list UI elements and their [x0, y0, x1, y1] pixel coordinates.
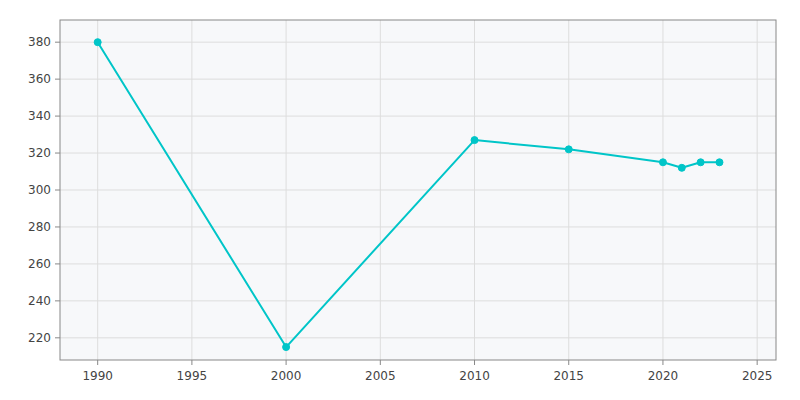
x-tick-label: 1995 [177, 369, 208, 383]
page: {"chart_data": {"type": "line", "x": [19… [0, 0, 800, 400]
y-tick-label: 360 [28, 72, 51, 86]
x-tick-label: 1990 [82, 369, 113, 383]
grid-line-y [60, 300, 776, 301]
grid-line-y [60, 337, 776, 338]
y-tick [55, 79, 60, 80]
x-tick-label: 2025 [742, 369, 773, 383]
y-tick [55, 153, 60, 154]
point [471, 137, 478, 144]
x-tick-label: 2015 [553, 369, 584, 383]
y-tick-label: 320 [28, 146, 51, 160]
y-tick-label: 240 [28, 294, 51, 308]
y-tick [55, 190, 60, 191]
point [94, 39, 101, 46]
y-tick-label: 300 [28, 183, 51, 197]
y-tick [55, 300, 60, 301]
point [283, 344, 290, 351]
grid-line-y [60, 79, 776, 80]
plot-frame [60, 20, 776, 360]
grid-line-y [60, 190, 776, 191]
x-tick [380, 360, 381, 365]
y-tick-label: 260 [28, 257, 51, 271]
y-tick [55, 337, 60, 338]
line [98, 42, 720, 347]
data-layer [94, 39, 723, 351]
point [659, 159, 666, 166]
x-tick [191, 360, 192, 365]
chart-container: 1990 1995 2000 2005 2010 2015 2020 2025 220 240 26… [0, 0, 800, 400]
grid-line-y [60, 263, 776, 264]
x-tick-label: 2000 [271, 369, 302, 383]
axes: 1990 1995 2000 2005 2010 2015 2020 2025 220 240 26… [28, 35, 772, 383]
x-tick [757, 360, 758, 365]
x-tick-label: 2010 [459, 369, 490, 383]
x-tick-label: 2020 [648, 369, 679, 383]
x-tick [474, 360, 475, 365]
point [697, 159, 704, 166]
grid-line-y [60, 116, 776, 117]
point [678, 164, 685, 171]
x-tick [662, 360, 663, 365]
grid-line-y [60, 226, 776, 227]
y-tick [55, 263, 60, 264]
grid [60, 20, 776, 360]
point [716, 159, 723, 166]
y-tick [55, 42, 60, 43]
x-tick [97, 360, 98, 365]
plot-background [60, 20, 776, 360]
y-tick [55, 226, 60, 227]
y-tick-label: 340 [28, 109, 51, 123]
y-tick-label: 380 [28, 35, 51, 49]
x-tick-label: 2005 [365, 369, 396, 383]
x-tick [568, 360, 569, 365]
x-tick [286, 360, 287, 365]
point [565, 146, 572, 153]
chart-svg: 1990 1995 2000 2005 2010 2015 2020 2025 220 240 26… [0, 0, 800, 400]
grid-line-y [60, 42, 776, 43]
y-tick-label: 280 [28, 220, 51, 234]
y-tick [55, 116, 60, 117]
y-tick-label: 220 [28, 331, 51, 345]
